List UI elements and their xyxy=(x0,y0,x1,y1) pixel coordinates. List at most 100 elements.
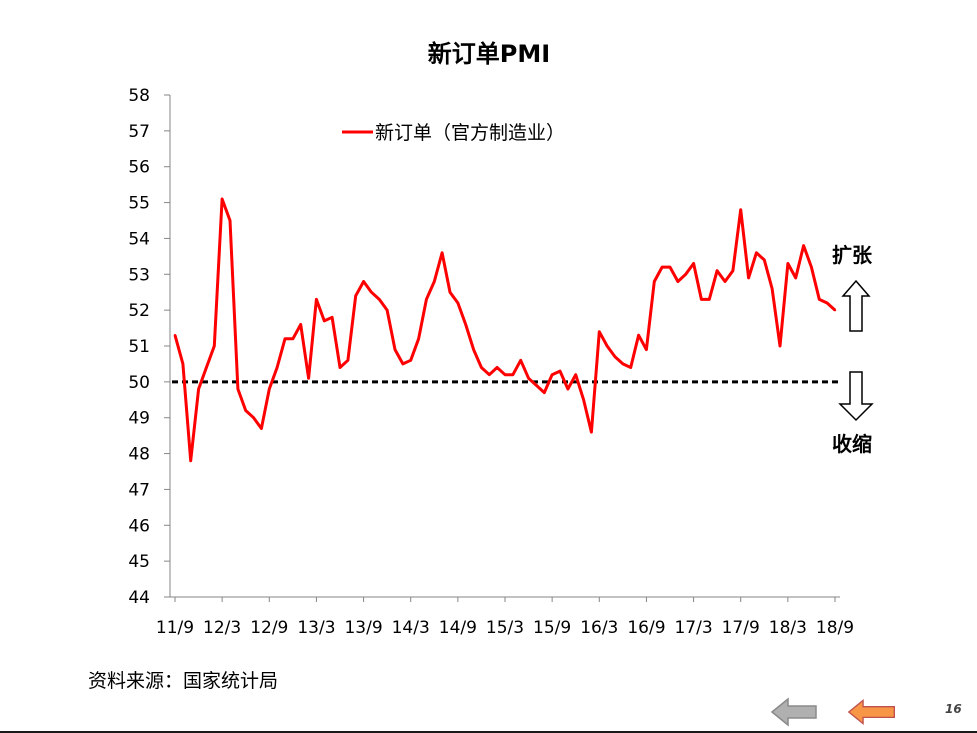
data-point xyxy=(385,308,389,312)
arrow-left-icon xyxy=(770,697,817,727)
page-number: 16 xyxy=(945,702,962,716)
data-point xyxy=(810,265,813,269)
x-tick-label: 18/9 xyxy=(816,618,854,638)
data-point xyxy=(409,359,412,362)
data-point xyxy=(527,377,530,380)
data-point xyxy=(818,298,821,301)
data-point xyxy=(802,244,805,247)
data-point xyxy=(825,301,829,305)
source-note: 资料来源：国家统计局 xyxy=(88,670,279,692)
data-point xyxy=(197,387,200,391)
data-point xyxy=(268,387,271,391)
data-point xyxy=(590,430,593,434)
x-tick-label: 17/9 xyxy=(722,618,760,638)
data-point xyxy=(723,280,727,283)
x-tick-label: 11/9 xyxy=(156,618,194,638)
data-point xyxy=(715,269,719,272)
down-arrow-icon xyxy=(838,371,874,422)
data-point xyxy=(244,409,247,412)
data-point xyxy=(645,348,648,351)
y-tick-label: 52 xyxy=(128,301,150,321)
data-point xyxy=(236,387,240,391)
y-tick-label: 47 xyxy=(128,480,150,500)
x-tick-label: 14/3 xyxy=(392,618,430,638)
data-point xyxy=(346,359,350,362)
data-point xyxy=(173,334,177,337)
y-tick-label: 44 xyxy=(128,588,150,608)
y-axis-ticks: 44 45 46 47 48 49 50 51 52 53 54 55 56 57 58 xyxy=(128,86,170,608)
y-tick-label: 51 xyxy=(128,337,150,357)
y-tick-label: 49 xyxy=(128,409,150,429)
data-point xyxy=(574,373,577,376)
y-tick-label: 58 xyxy=(128,86,150,106)
data-point xyxy=(472,348,475,351)
x-tick-label: 14/9 xyxy=(439,618,477,638)
data-point xyxy=(228,219,232,222)
data-point xyxy=(660,265,664,269)
data-point xyxy=(613,355,617,358)
data-point xyxy=(778,344,782,348)
data-point xyxy=(543,391,546,394)
data-point xyxy=(770,287,774,290)
data-point xyxy=(401,362,405,366)
data-point xyxy=(425,298,428,301)
y-tick-label: 50 xyxy=(128,373,150,393)
y-tick-label: 48 xyxy=(128,445,150,465)
data-point xyxy=(503,373,507,376)
data-point xyxy=(252,416,255,419)
data-point xyxy=(393,348,397,351)
data-point xyxy=(480,366,483,369)
legend: 新订单（官方制造业） xyxy=(342,122,565,144)
data-point xyxy=(338,366,342,369)
x-tick-label: 13/3 xyxy=(297,618,335,638)
data-point xyxy=(653,280,656,283)
data-point xyxy=(535,384,538,387)
data-point xyxy=(307,377,310,380)
data-point xyxy=(213,344,216,348)
legend-label: 新订单（官方制造业） xyxy=(375,122,565,144)
x-tick-label: 16/3 xyxy=(580,618,618,638)
data-point xyxy=(299,323,302,326)
x-tick-label: 15/9 xyxy=(533,618,571,638)
data-point xyxy=(488,373,491,376)
data-point xyxy=(605,344,609,348)
data-point xyxy=(283,337,287,341)
data-point xyxy=(550,373,554,376)
x-axis-ticks: 11/9 12/3 12/9 13/3 13/9 14/3 14/9 15/3 15/9 16/3… xyxy=(156,597,854,638)
series-points xyxy=(173,197,837,462)
data-point xyxy=(676,280,680,283)
data-point xyxy=(417,337,420,341)
data-point xyxy=(275,366,279,369)
data-point xyxy=(260,427,263,430)
data-point xyxy=(181,362,185,366)
previous-button[interactable] xyxy=(847,696,897,728)
data-point xyxy=(684,273,687,276)
data-point xyxy=(440,251,444,254)
data-point xyxy=(189,459,192,462)
data-point xyxy=(315,298,318,301)
data-point xyxy=(433,280,436,283)
data-point xyxy=(747,276,750,280)
data-point xyxy=(582,398,585,401)
back-button[interactable] xyxy=(770,696,820,728)
y-tick-label: 45 xyxy=(128,552,150,572)
data-point xyxy=(519,359,522,362)
y-tick-label: 56 xyxy=(128,158,150,178)
y-tick-label: 54 xyxy=(128,229,150,249)
data-point xyxy=(833,308,837,312)
data-point xyxy=(755,251,758,254)
data-point xyxy=(495,366,499,369)
y-tick-label: 53 xyxy=(128,265,150,285)
y-tick-label: 55 xyxy=(128,194,150,214)
x-tick-label: 12/3 xyxy=(203,618,241,638)
data-point xyxy=(448,291,452,294)
series-line-new-orders xyxy=(173,197,837,463)
arrow-left-orange-icon xyxy=(847,698,895,726)
y-tick-label: 57 xyxy=(128,122,150,142)
data-point xyxy=(511,373,515,376)
data-point xyxy=(668,265,672,269)
data-point xyxy=(598,330,601,333)
data-point xyxy=(558,369,562,373)
data-point xyxy=(763,258,766,262)
